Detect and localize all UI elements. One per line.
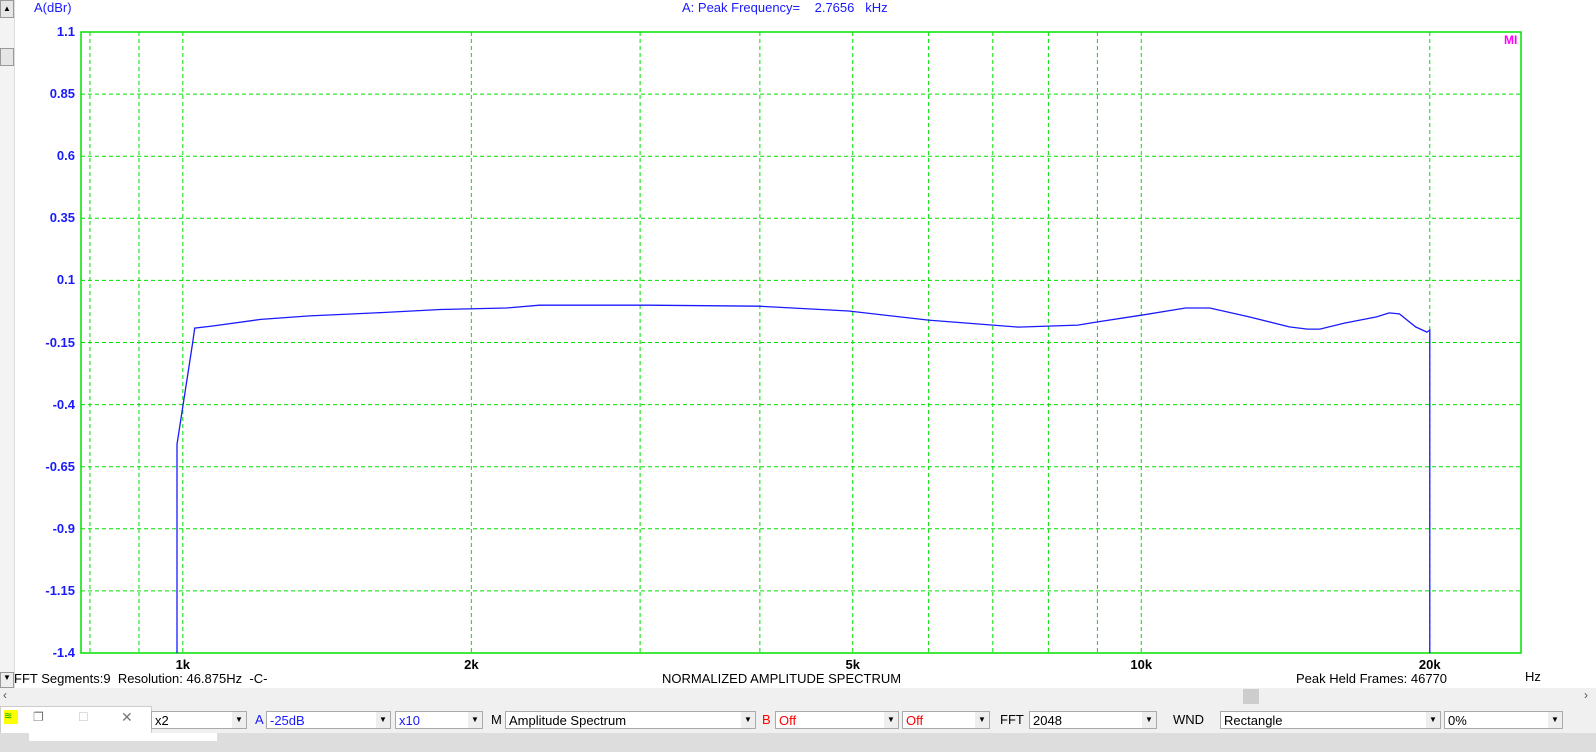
resolution: Resolution: 46.875Hz [117, 671, 243, 686]
scale-select[interactable]: x2 ▼ [151, 711, 247, 729]
status-line: ▼ FFT Segments:9 Resolution: 46.875Hz -C- [0, 671, 267, 688]
y-tick-label: 0.35 [49, 210, 75, 226]
a-multiplier-value: x10 [399, 713, 420, 728]
fft-segments: FFT Segments:9 [14, 671, 111, 686]
x-tick-label: 20k [1418, 657, 1441, 672]
x-tick-label: 10k [1130, 657, 1153, 672]
a-multiplier-select[interactable]: x10 ▼ [395, 711, 483, 729]
y-tick-label: 0.85 [49, 86, 75, 102]
chevron-down-icon[interactable]: ▼ [1548, 712, 1562, 728]
y-tick-label: -1.4 [52, 645, 75, 660]
mi-badge: MI [1504, 33, 1518, 47]
scroll-up-button[interactable]: ▲ [0, 0, 14, 18]
b-select[interactable]: Off ▼ [775, 711, 899, 729]
y-tick-label: -0.65 [45, 458, 75, 474]
chart-title: NORMALIZED AMPLITUDE SPECTRUM [662, 671, 902, 686]
y-tick-label: 0.6 [56, 148, 75, 164]
b-value: Off [779, 713, 797, 728]
vertical-scroll-strip[interactable]: ▲ [0, 0, 15, 690]
x-axis-unit: Hz [1525, 669, 1541, 684]
chevron-down-icon[interactable]: ▼ [884, 712, 898, 728]
bottom-bar [0, 733, 1596, 752]
window-select[interactable]: Rectangle ▼ [1220, 711, 1441, 729]
y-tick-label: -0.9 [52, 520, 75, 536]
spectrum-trace [176, 304, 1431, 653]
horizontal-scroll-thumb[interactable] [1243, 689, 1259, 704]
peak-held-frames: Peak Held Frames: 46770 [1296, 671, 1448, 686]
y-tick-label: -1.15 [45, 582, 75, 598]
window-value: Rectangle [1224, 713, 1283, 728]
chevron-down-icon[interactable]: ▼ [975, 712, 989, 728]
b-multiplier-select[interactable]: Off ▼ [902, 711, 990, 729]
chevron-down-icon[interactable]: ▼ [741, 712, 755, 728]
a-range-value: -25dB [270, 713, 305, 728]
channel-indicator: -C- [249, 671, 268, 686]
y-axis-unit: A(dBr) [34, 0, 72, 15]
app-wave-icon: ≋ [4, 710, 18, 724]
overlap-select[interactable]: 0% ▼ [1444, 711, 1563, 729]
mini-window-controls: ≋ ❐ ☐ ✕ [0, 706, 152, 734]
mode-select[interactable]: Amplitude Spectrum ▼ [505, 711, 756, 729]
peak-unit: kHz [865, 0, 888, 15]
mode-value: Amplitude Spectrum [509, 713, 627, 728]
chevron-down-icon[interactable]: ▼ [468, 712, 482, 728]
channel-a-label: A [255, 712, 264, 727]
x-tick-label: 5k [845, 657, 860, 672]
x-tick-label: 2k [464, 657, 479, 672]
overlap-value: 0% [1448, 713, 1467, 728]
plot-frame [80, 31, 1522, 654]
y-tick-label: -0.15 [45, 334, 75, 350]
spectrum-chart [80, 31, 1522, 654]
taskbar-slot [29, 733, 217, 741]
channel-b-label: B [762, 712, 771, 727]
scroll-right-icon[interactable]: › [1584, 688, 1588, 702]
y-tick-label: 1.1 [56, 24, 75, 39]
b-multiplier-value: Off [906, 713, 924, 728]
maximize-icon[interactable]: ☐ [78, 710, 89, 724]
y-tick-label: 0.1 [56, 272, 75, 288]
dropdown-arrow-icon[interactable]: ▼ [0, 671, 14, 688]
fft-label: FFT [1000, 712, 1024, 727]
chevron-down-icon[interactable]: ▼ [376, 712, 390, 728]
window-label: WND [1173, 712, 1205, 727]
peak-value: 2.7656 [814, 0, 855, 15]
peak-label: A: Peak Frequency= [682, 0, 801, 15]
close-icon[interactable]: ✕ [121, 709, 133, 725]
y-tick-label: -0.4 [52, 396, 75, 412]
scale-value: x2 [155, 713, 169, 728]
fft-size-select[interactable]: 2048 ▼ [1029, 711, 1157, 729]
restore-icon[interactable]: ❐ [33, 710, 44, 724]
mode-label: M [491, 712, 502, 727]
chevron-down-icon[interactable]: ▼ [1142, 712, 1156, 728]
chevron-down-icon[interactable]: ▼ [1426, 712, 1440, 728]
scroll-thumb[interactable] [0, 48, 14, 66]
scroll-left-icon[interactable]: ‹ [3, 688, 7, 702]
fft-size-value: 2048 [1033, 713, 1062, 728]
chevron-down-icon[interactable]: ▼ [232, 712, 246, 728]
peak-frequency-readout: A: Peak Frequency= 2.7656 kHz [682, 0, 888, 15]
horizontal-scrollbar[interactable]: ‹ › [0, 688, 1596, 705]
a-range-select[interactable]: -25dB ▼ [266, 711, 391, 729]
x-tick-label: 1k [175, 657, 191, 672]
